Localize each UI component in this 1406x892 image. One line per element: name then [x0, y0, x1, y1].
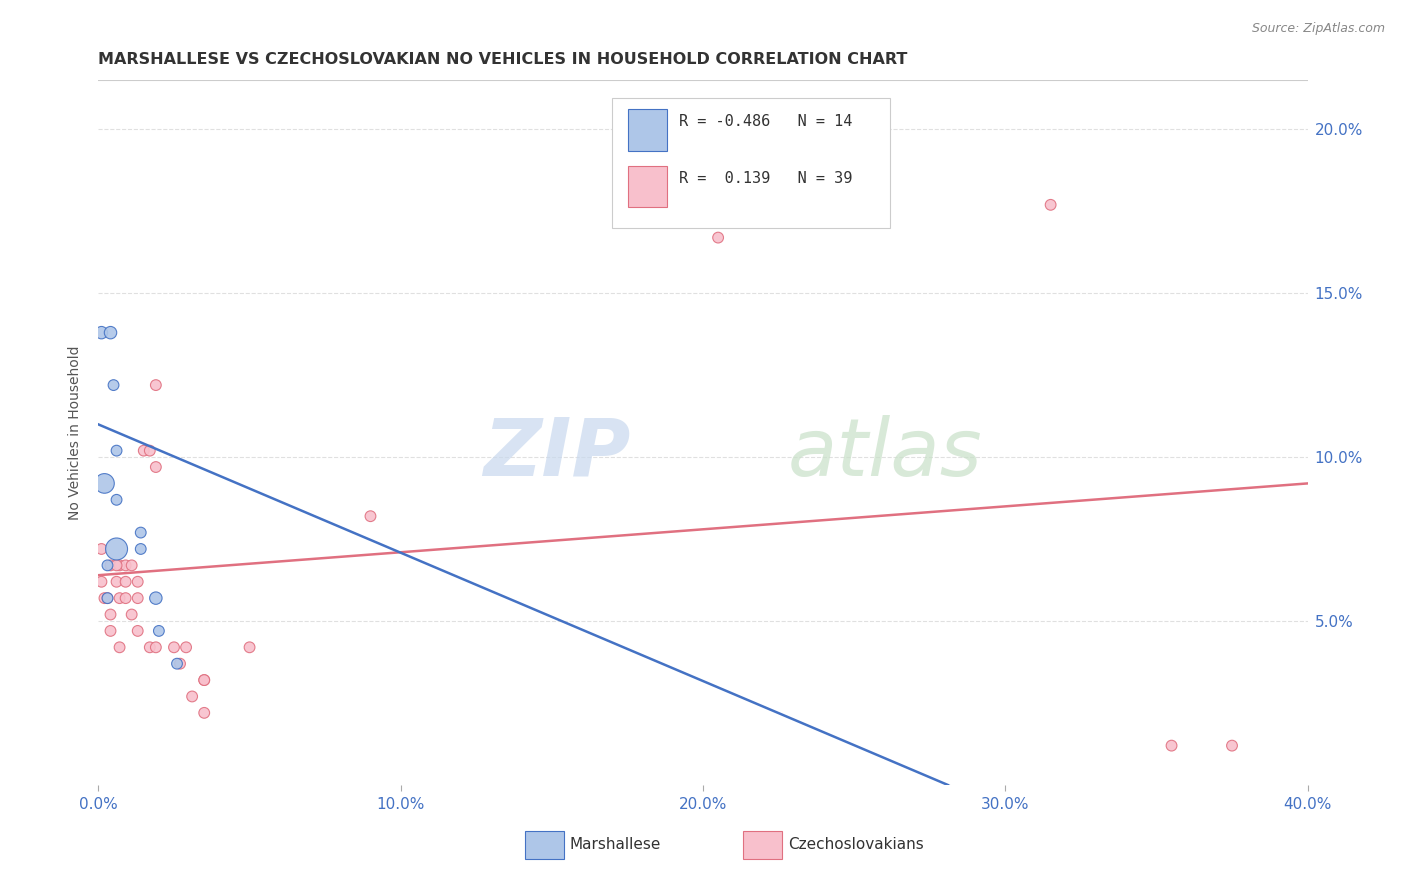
Text: R =  0.139   N = 39: R = 0.139 N = 39 — [679, 171, 852, 186]
Point — [163, 640, 186, 655]
Point — [129, 525, 152, 540]
FancyBboxPatch shape — [628, 166, 666, 207]
Point — [114, 591, 136, 606]
Point — [90, 326, 112, 340]
Point — [139, 640, 162, 655]
Point — [145, 640, 167, 655]
FancyBboxPatch shape — [628, 109, 666, 151]
Text: Czechoslovakians: Czechoslovakians — [787, 838, 924, 853]
Point — [174, 640, 197, 655]
Point — [239, 640, 262, 655]
Point — [1039, 198, 1062, 212]
Point — [193, 673, 215, 687]
Point — [114, 558, 136, 573]
Point — [96, 591, 118, 606]
Point — [121, 607, 143, 622]
Point — [139, 443, 162, 458]
Point — [96, 591, 118, 606]
Point — [105, 492, 128, 507]
Point — [108, 558, 131, 573]
Text: atlas: atlas — [787, 415, 983, 492]
Point — [100, 326, 122, 340]
Point — [100, 624, 122, 638]
Point — [127, 624, 149, 638]
Point — [127, 574, 149, 589]
Point — [105, 574, 128, 589]
Point — [100, 558, 122, 573]
Point — [93, 591, 115, 606]
FancyBboxPatch shape — [742, 830, 782, 859]
Point — [193, 706, 215, 720]
Point — [114, 574, 136, 589]
Point — [145, 378, 167, 392]
Text: MARSHALLESE VS CZECHOSLOVAKIAN NO VEHICLES IN HOUSEHOLD CORRELATION CHART: MARSHALLESE VS CZECHOSLOVAKIAN NO VEHICL… — [98, 52, 908, 67]
Point — [145, 460, 167, 475]
Text: ZIP: ZIP — [484, 415, 630, 492]
Point — [169, 657, 191, 671]
FancyBboxPatch shape — [613, 98, 890, 228]
Point — [121, 558, 143, 573]
Point — [181, 690, 204, 704]
Point — [193, 673, 215, 687]
Point — [100, 607, 122, 622]
FancyBboxPatch shape — [526, 830, 564, 859]
Point — [166, 657, 188, 671]
Text: Source: ZipAtlas.com: Source: ZipAtlas.com — [1251, 22, 1385, 36]
Point — [108, 591, 131, 606]
Point — [127, 591, 149, 606]
Point — [707, 230, 730, 244]
Point — [108, 640, 131, 655]
Point — [90, 541, 112, 556]
Point — [360, 509, 382, 524]
Text: Marshallese: Marshallese — [569, 838, 661, 853]
Point — [103, 378, 125, 392]
Point — [105, 443, 128, 458]
Text: R = -0.486   N = 14: R = -0.486 N = 14 — [679, 113, 852, 128]
Point — [105, 541, 128, 556]
Point — [105, 558, 128, 573]
Point — [1220, 739, 1243, 753]
Point — [132, 443, 155, 458]
Point — [96, 558, 118, 573]
Point — [145, 591, 167, 606]
Point — [1160, 739, 1182, 753]
Point — [129, 541, 152, 556]
Point — [90, 574, 112, 589]
Y-axis label: No Vehicles in Household: No Vehicles in Household — [69, 345, 83, 520]
Point — [93, 476, 115, 491]
Point — [148, 624, 170, 638]
